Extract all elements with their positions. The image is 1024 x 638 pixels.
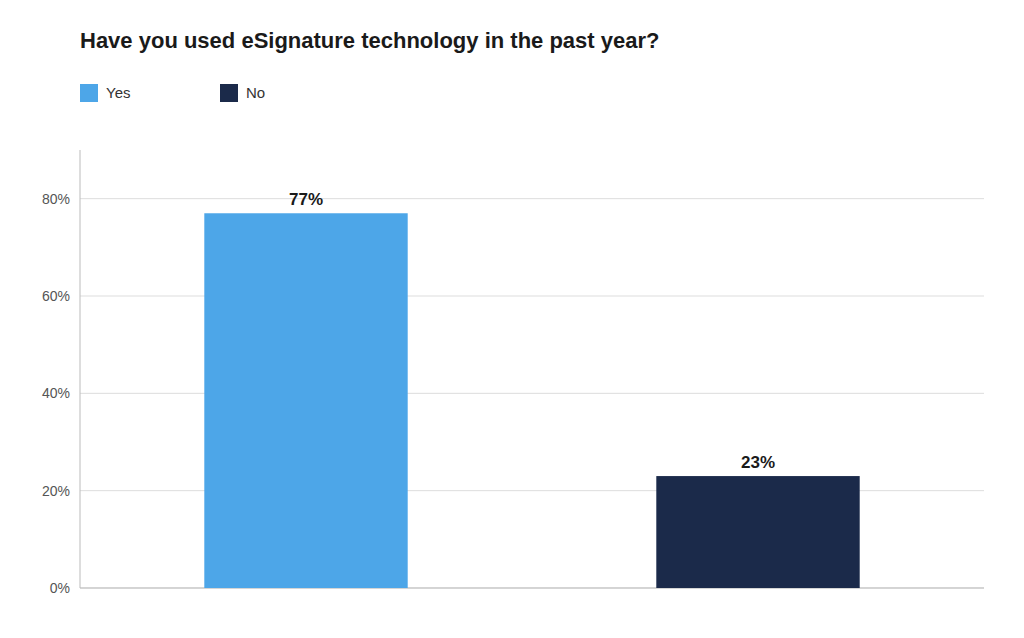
legend: Yes No [80, 84, 265, 102]
chart: Have you used eSignature technology in t… [0, 0, 1024, 638]
y-axis-line [80, 150, 81, 588]
legend-swatch [80, 84, 98, 102]
legend-label: No [246, 84, 265, 101]
grid-line [80, 198, 984, 199]
chart-title: Have you used eSignature technology in t… [80, 28, 659, 53]
y-tick-label: 40% [42, 385, 70, 401]
y-tick-label: 20% [42, 483, 70, 499]
bar [656, 476, 859, 588]
data-label: 77% [289, 190, 323, 209]
y-tick-label: 60% [42, 288, 70, 304]
legend-swatch [220, 84, 238, 102]
legend-label: Yes [106, 84, 130, 101]
data-label: 23% [741, 453, 775, 472]
bars [204, 213, 859, 588]
y-tick-label: 80% [42, 191, 70, 207]
bar [204, 213, 407, 588]
y-axis: 0% 20% 40% 60% 80% [42, 150, 984, 596]
data-labels: 77% 23% [289, 190, 775, 472]
y-tick-label: 0% [50, 580, 70, 596]
chart-container: Have you used eSignature technology in t… [0, 0, 1024, 638]
